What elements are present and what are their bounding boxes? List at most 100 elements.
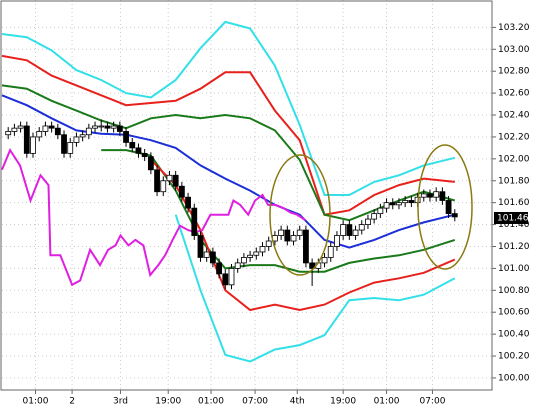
- candle-body: [216, 262, 222, 275]
- y-tick-label: 100.60: [498, 308, 530, 318]
- candle-body: [265, 240, 272, 247]
- y-tick-label: 101.60: [498, 198, 530, 208]
- y-tick-label: 103.20: [498, 23, 530, 33]
- y-tick-label: 100.20: [498, 352, 530, 362]
- candle-body: [340, 224, 347, 236]
- candle-body: [73, 136, 80, 143]
- candle-body: [104, 125, 111, 129]
- grid-layer: [2, 0, 492, 390]
- candle-body: [451, 213, 458, 218]
- candle-body: [253, 251, 260, 256]
- candle-body: [290, 235, 297, 242]
- candle-body: [191, 207, 198, 236]
- candle-body: [123, 131, 129, 143]
- candle-body: [185, 196, 191, 209]
- candle-body: [110, 125, 117, 129]
- candle-body: [166, 174, 173, 182]
- candle-body: [358, 224, 365, 231]
- candle-body: [389, 202, 396, 206]
- candle-body: [321, 257, 328, 264]
- candle-body: [36, 131, 43, 138]
- indicator-line: [1, 20, 456, 196]
- candle-body: [98, 125, 105, 128]
- candle-body: [346, 224, 353, 236]
- candle-body: [420, 193, 427, 198]
- candle-body: [42, 125, 49, 132]
- x-tick-label: 01:00: [198, 397, 224, 407]
- candle-body: [427, 193, 433, 198]
- candle-body: [365, 218, 371, 225]
- y-tick-label: 102.20: [498, 132, 530, 142]
- candle-body: [222, 273, 229, 286]
- plot-frame: [0, 0, 493, 391]
- candle-body: [116, 125, 123, 132]
- candle-body: [61, 134, 67, 154]
- candle-body: [17, 125, 24, 129]
- candle-body: [67, 142, 74, 154]
- highlight-ellipse: [269, 154, 331, 276]
- highlight-ellipse: [417, 144, 473, 270]
- x-tick-label: 01:00: [23, 397, 49, 407]
- candles-layer: [5, 119, 458, 290]
- candle-body: [334, 235, 340, 247]
- candle-body: [147, 156, 154, 171]
- last-price-label: 101.46: [497, 214, 529, 224]
- candle-body: [234, 262, 241, 269]
- candle-body: [240, 257, 247, 264]
- candle-body: [30, 136, 36, 154]
- last-price-box: [494, 212, 528, 225]
- candle-body: [303, 229, 309, 264]
- candle-body: [48, 125, 55, 129]
- candle-body: [296, 229, 303, 236]
- y-tick-label: 103.00: [498, 45, 530, 55]
- candle-body: [172, 174, 179, 187]
- x-tick-label: 2: [69, 397, 75, 407]
- x-tick-label: 01:00: [374, 397, 400, 407]
- candle-body: [209, 251, 216, 264]
- indicator-line: [174, 214, 456, 363]
- candle-body: [352, 229, 359, 236]
- candle-body: [178, 185, 185, 198]
- x-tick-label: 4th: [290, 397, 305, 407]
- candle-body: [11, 127, 18, 132]
- candle-body: [135, 147, 142, 154]
- candle-body: [85, 127, 92, 136]
- x-tick-label: 07:00: [242, 397, 268, 407]
- candle-body: [54, 127, 61, 136]
- candle-body: [259, 246, 266, 253]
- candle-body: [377, 207, 384, 215]
- x-tick-label: 3rd: [113, 397, 128, 407]
- x-tick-label: 07:00: [419, 397, 445, 407]
- y-tick-label: 100.40: [498, 330, 530, 340]
- candle-body: [79, 134, 86, 138]
- indicator-line: [1, 54, 455, 216]
- candle-body: [5, 131, 12, 136]
- candle-body: [92, 125, 98, 129]
- y-tick-label: 100.80: [498, 286, 530, 296]
- y-tick-label: 101.20: [498, 242, 530, 252]
- x-tick-label: 19:00: [155, 397, 181, 407]
- candle-body: [154, 169, 160, 193]
- y-tick-label: 100.00: [498, 373, 530, 383]
- candle-body: [433, 191, 440, 198]
- candle-body: [284, 229, 291, 242]
- candle-body: [247, 254, 254, 258]
- axes-layer: 100.00 100.20 100.40 100.60 100.80 101.00 101.…: [23, 23, 530, 407]
- candle-body: [278, 229, 285, 236]
- candle-body: [129, 142, 136, 149]
- candle-body: [396, 202, 402, 206]
- candle-body: [383, 202, 390, 209]
- candle-body: [203, 251, 210, 258]
- y-tick-label: 102.00: [498, 154, 530, 164]
- candle-body: [439, 191, 446, 201]
- candle-body: [309, 262, 316, 269]
- candle-body: [23, 125, 30, 154]
- candle-body: [408, 200, 415, 204]
- candle-body: [371, 213, 378, 220]
- candle-body: [197, 235, 204, 258]
- candle-body: [228, 267, 235, 286]
- x-tick-label: 19:00: [330, 397, 356, 407]
- y-tick-label: 102.40: [498, 111, 530, 121]
- candle-body: [445, 200, 452, 215]
